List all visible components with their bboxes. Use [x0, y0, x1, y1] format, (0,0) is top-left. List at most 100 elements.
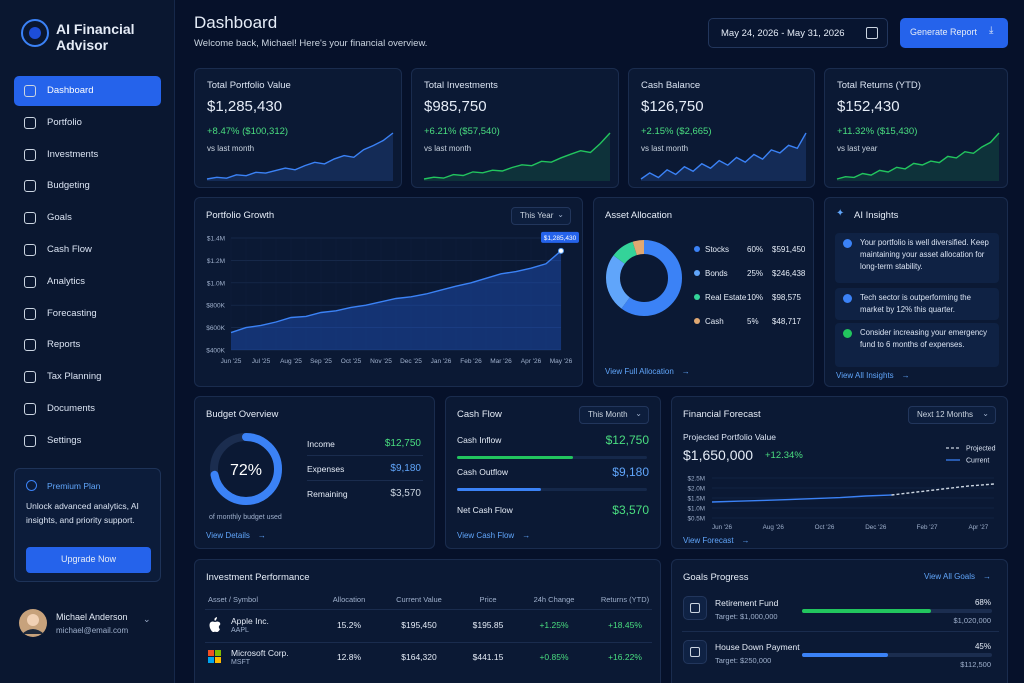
- insight-text: Consider increasing your emergency fund …: [860, 328, 987, 349]
- upgrade-button[interactable]: Upgrade Now: [26, 547, 151, 573]
- card-title: Cash Flow: [457, 409, 502, 420]
- filter-dropdown[interactable]: This Year ⌄: [511, 207, 571, 225]
- budget-label: Expenses: [307, 464, 345, 474]
- link[interactable]: View Full Allocation →: [605, 367, 690, 376]
- insight-text: Tech sector is outperforming the market …: [860, 293, 971, 314]
- nav-label: Tax Planning: [47, 371, 102, 383]
- asset-name: Microsoft Corp.: [231, 648, 289, 658]
- legend-dot: [694, 318, 700, 324]
- point: [558, 247, 564, 254]
- nav-icon: [24, 244, 36, 256]
- kpi-period: vs last year: [837, 144, 878, 153]
- button-label: Generate Report: [910, 27, 978, 37]
- area: [641, 133, 806, 181]
- logo-icon: [29, 27, 41, 39]
- line: [891, 483, 995, 496]
- line: [230, 250, 562, 334]
- microsoft-logo: [208, 657, 214, 663]
- budget-label: Remaining: [307, 489, 348, 499]
- nav-item[interactable]: Dashboard: [14, 76, 161, 106]
- nav-item[interactable]: Cash Flow: [14, 235, 161, 265]
- nav-label: Analytics: [47, 275, 86, 287]
- nav-icon: [24, 212, 36, 225]
- asset-name: Apple Inc.: [231, 616, 269, 626]
- line: [836, 132, 1000, 180]
- kpi-change: +11.32% ($15,430): [837, 126, 918, 137]
- bar: [457, 488, 541, 491]
- nav-item[interactable]: Tax Planning: [14, 362, 161, 392]
- filter-label: This Year: [520, 211, 554, 220]
- nav-icon: [24, 371, 36, 384]
- generate-button[interactable]: Generate Report ⤓: [900, 18, 1008, 48]
- insight-item: Consider increasing your emergency fund …: [835, 323, 999, 367]
- sidebar: AI Financial Advisor Dashboard Portfolio In…: [0, 0, 175, 683]
- card-title: Financial Forecast: [683, 409, 761, 420]
- x-tick-label: Feb '26: [460, 358, 482, 365]
- link[interactable]: View Details →: [206, 531, 266, 540]
- chart: [423, 132, 611, 181]
- ring-progress: [210, 433, 282, 505]
- insight-item: Tech sector is outperforming the market …: [835, 288, 999, 320]
- y-tick-label: $1.5M: [687, 496, 705, 503]
- area: [837, 133, 999, 181]
- chart: 72%: [210, 433, 282, 505]
- card-title: AI Insights: [854, 210, 899, 221]
- column-header: 24h Change: [533, 595, 575, 604]
- amount-label: $48,717: [772, 317, 801, 326]
- plan-title: Premium Plan: [47, 481, 101, 491]
- nav-icon: [24, 339, 36, 352]
- asset-symbol: MSFT: [231, 659, 251, 666]
- legend-label: Cash: [705, 317, 724, 326]
- y-tick-label: $1.0M: [207, 280, 225, 287]
- kpi-value: $1,285,430: [207, 98, 283, 115]
- link[interactable]: View Forecast →: [683, 536, 750, 545]
- plan-text: Unlock advanced analytics, AI insights, …: [26, 501, 139, 525]
- nav-item[interactable]: Budgeting: [14, 171, 161, 201]
- card-title: Portfolio Growth: [206, 210, 275, 221]
- user-email: michael@email.com: [56, 626, 129, 635]
- kpi-label: Total Investments: [424, 80, 498, 91]
- y-tick-label: $400K: [206, 348, 225, 355]
- nav-item[interactable]: Analytics: [14, 267, 161, 297]
- filter-dropdown[interactable]: Next 12 Months ⌄: [908, 406, 996, 424]
- filter-label: This Month: [588, 410, 628, 419]
- nav-item[interactable]: Forecasting: [14, 299, 161, 329]
- nav-item[interactable]: Portfolio: [14, 108, 161, 138]
- forecast-value: $1,650,000: [683, 447, 754, 463]
- x-tick-label: Apr '27: [968, 524, 988, 531]
- nav-label: Documents: [47, 403, 96, 414]
- nav-item[interactable]: Documents: [14, 394, 161, 424]
- chevron: ⌄: [982, 409, 989, 418]
- separator: [205, 609, 652, 610]
- link[interactable]: View All Insights →: [836, 371, 910, 380]
- nav-item[interactable]: Reports: [14, 330, 161, 360]
- card-title: Goals Progress: [683, 572, 749, 583]
- filter-label: Next 12 Months: [917, 410, 974, 419]
- flow-value: $12,750: [605, 433, 649, 447]
- forecast-card: Financial Forecast Next 12 Months ⌄ Project…: [671, 396, 1008, 549]
- chevron: ⌄: [635, 409, 642, 418]
- filter-dropdown[interactable]: This Month ⌄: [579, 406, 649, 424]
- kpi-card: Total Returns (YTD) $152,430 +11.32% ($15,…: [824, 68, 1008, 188]
- page-title: Dashboard: [194, 13, 278, 32]
- column-header: Asset / Symbol: [208, 595, 259, 604]
- chart: [606, 240, 700, 324]
- cell: +1.25%: [539, 620, 569, 630]
- nav-icon: [24, 85, 36, 97]
- date-range[interactable]: May 24, 2026 - May 31, 2026: [708, 18, 888, 48]
- link[interactable]: View Cash Flow →: [457, 531, 531, 540]
- chart: [836, 132, 1000, 181]
- link[interactable]: View All Goals →: [924, 572, 991, 581]
- nav-item[interactable]: Investments: [14, 140, 161, 170]
- nav-item[interactable]: Goals: [14, 203, 161, 233]
- goal-icon-glyph: [690, 647, 700, 657]
- cell: $441.15: [472, 652, 504, 662]
- pie-slice: [606, 240, 682, 316]
- kpi-label: Cash Balance: [641, 80, 701, 91]
- y-tick-label: $1.4M: [207, 236, 225, 243]
- net-value: $3,570: [612, 503, 649, 517]
- goal-name: House Down Payment: [715, 642, 800, 652]
- nav-item[interactable]: Settings: [14, 426, 161, 456]
- nav-label: Goals: [47, 212, 72, 224]
